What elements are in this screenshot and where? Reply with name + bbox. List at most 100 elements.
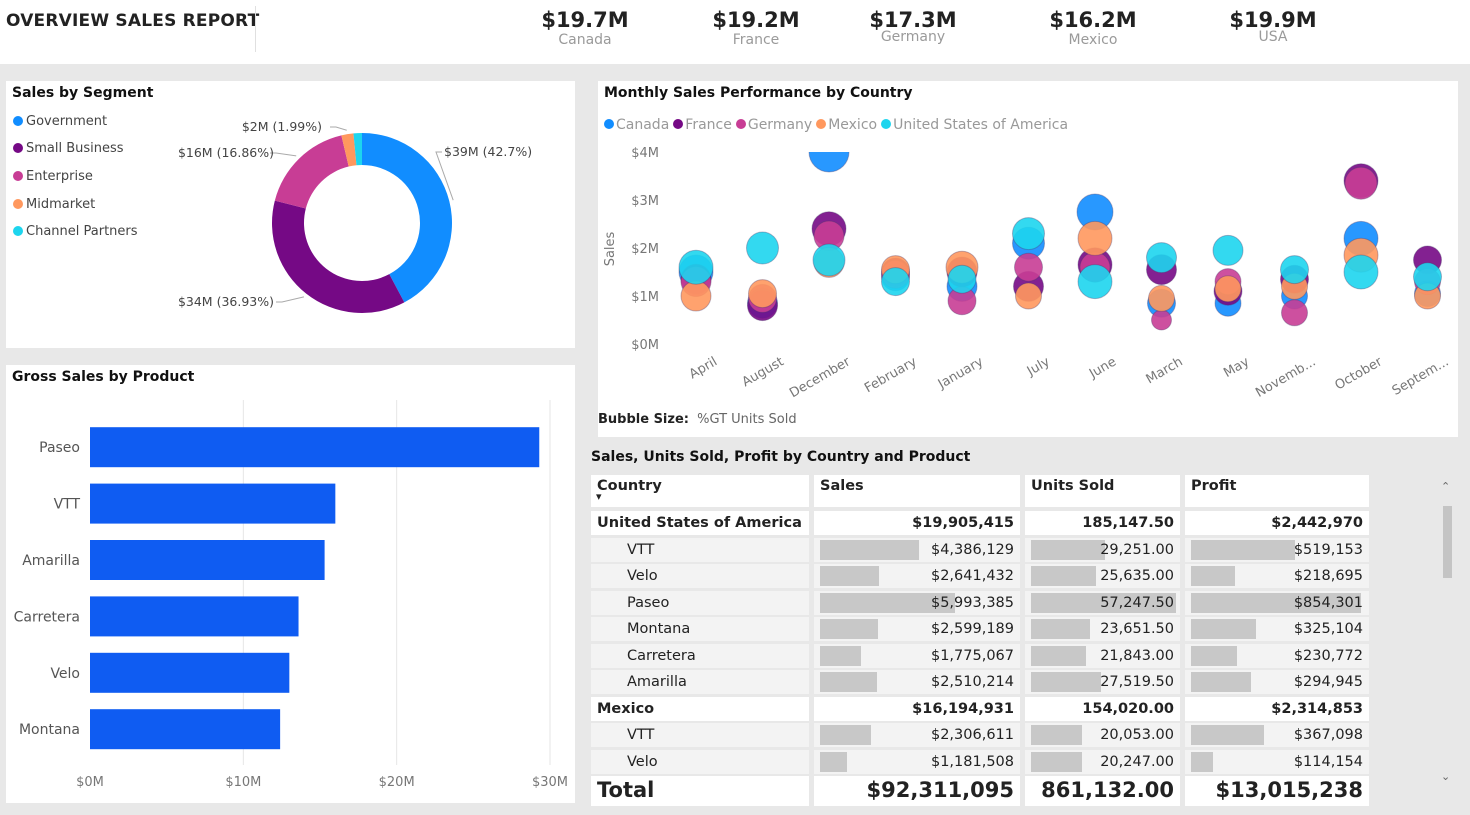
sales-cell: $19,905,415: [814, 511, 1020, 535]
bubble-mexico-april[interactable]: [680, 280, 712, 312]
bubble-united-states-of-america-april[interactable]: [678, 249, 714, 285]
data-bar: [820, 725, 872, 745]
legend-dot: [673, 119, 684, 129]
column-header-units-sold[interactable]: Units Sold: [1025, 475, 1180, 507]
bubble-united-states-of-america-june[interactable]: [1077, 264, 1113, 300]
bubble-mexico-march[interactable]: [1148, 284, 1175, 312]
table-row[interactable]: Amarilla $2,510,214 27,519.50 $294,945: [591, 669, 1369, 696]
bubble-united-states-of-america-july[interactable]: [1012, 217, 1045, 251]
data-bar: [1031, 566, 1097, 586]
month-label: December: [787, 354, 853, 401]
bubble-united-states-of-america-december[interactable]: [812, 243, 846, 277]
table-row[interactable]: Velo $1,181,508 20,247.00 $114,154: [591, 749, 1369, 776]
bubble-united-states-of-america-january[interactable]: [947, 264, 977, 294]
month-label: October: [1332, 354, 1385, 393]
bubble-germany-march[interactable]: [1151, 309, 1172, 331]
table-scrollbar[interactable]: ⌃ ⌄: [1440, 478, 1454, 788]
cell-text: $2,306,611: [930, 727, 1014, 743]
legend-dot: [13, 142, 23, 153]
bubble-canada-december[interactable]: [808, 132, 850, 173]
legend-item-government[interactable]: Government: [13, 114, 107, 129]
kpi-card-france[interactable]: $19.2M France: [686, 8, 826, 48]
kpi-card-germany[interactable]: $17.3M Germany: [843, 8, 983, 45]
cell-text: $519,153: [1293, 541, 1363, 558]
country-cell: VTT: [591, 723, 809, 747]
table-row[interactable]: Montana $2,599,189 23,651.50 $325,104: [591, 616, 1369, 643]
bar-paseo[interactable]: [90, 427, 540, 468]
bubble-mexico-august[interactable]: [748, 279, 777, 309]
cell-text: Velo: [627, 568, 658, 584]
scroll-down-icon[interactable]: ⌄: [1441, 770, 1451, 783]
bubble-united-states-of-america-may[interactable]: [1212, 234, 1244, 266]
scroll-up-icon[interactable]: ⌃: [1441, 480, 1451, 493]
bubble-mexico-july[interactable]: [1015, 282, 1042, 310]
bubble-united-states-of-america-october[interactable]: [1343, 254, 1379, 290]
bubble-united-states-of-america-august[interactable]: [746, 231, 779, 265]
column-header-profit[interactable]: Profit: [1185, 475, 1369, 507]
table-row[interactable]: VTT $4,386,129 29,251.00 $519,153: [591, 537, 1369, 564]
table-row[interactable]: Carretera $1,775,067 21,843.00 $230,772: [591, 643, 1369, 670]
cell-text: $5,993,385: [930, 594, 1014, 611]
bubble-mexico-june[interactable]: [1077, 220, 1113, 256]
column-header-sales[interactable]: Sales: [814, 475, 1020, 507]
sales-matrix-table[interactable]: Country ▾ Sales Units Sold Profit United Stat…: [591, 474, 1369, 807]
bubble-united-states-of-america-novemb[interactable]: [1280, 255, 1309, 285]
bubble-united-states-of-america-march[interactable]: [1146, 242, 1177, 274]
legend-label: United States of America: [893, 117, 1069, 133]
legend-item-france[interactable]: France: [673, 117, 732, 133]
data-bar: [1191, 619, 1256, 639]
bubble-germany-october[interactable]: [1344, 166, 1378, 200]
table-row[interactable]: VTT $2,306,611 20,053.00 $367,098: [591, 722, 1369, 749]
bubble-united-states-of-america-february[interactable]: [881, 267, 910, 297]
bubble-mexico-may[interactable]: [1214, 275, 1242, 303]
data-bar: [1191, 566, 1236, 586]
kpi-card-canada[interactable]: $19.7M Canada: [515, 8, 655, 48]
legend-item-united-states-of-america[interactable]: United States of America: [881, 117, 1068, 133]
bar-chart[interactable]: $0M $10M $20M $30M Paseo VTT Amarilla Carretera…: [6, 365, 575, 803]
bar-montana[interactable]: [90, 709, 281, 750]
x-tick-label: $0M: [76, 775, 104, 790]
donut-slice-small-business[interactable]: [272, 200, 405, 313]
donut-slice-enterprise[interactable]: [274, 135, 349, 209]
bar-carretera[interactable]: [90, 596, 299, 637]
legend-item-canada[interactable]: Canada: [604, 117, 669, 133]
donut-slice-channel-partners[interactable]: [353, 133, 362, 166]
sort-desc-icon[interactable]: ▾: [596, 490, 602, 503]
legend-item-channel-partners[interactable]: Channel Partners: [13, 224, 138, 239]
donut-leader-line: [276, 296, 305, 303]
table-group-row[interactable]: United States of America $19,905,415 185,1…: [591, 510, 1369, 537]
kpi-label: Germany: [880, 29, 946, 45]
legend-item-enterprise[interactable]: Enterprise: [13, 169, 93, 184]
column-header-country[interactable]: Country ▾: [591, 475, 809, 507]
kpi-card-usa[interactable]: $19.9M USA: [1203, 8, 1343, 45]
bubble-united-states-of-america-septem[interactable]: [1413, 262, 1442, 292]
bar-vtt[interactable]: [90, 483, 336, 524]
table-row[interactable]: Velo $2,641,432 25,635.00 $218,695: [591, 563, 1369, 590]
legend-item-small-business[interactable]: Small Business: [13, 141, 124, 156]
sales-by-segment-panel[interactable]: Sales by Segment Government Small Busine…: [6, 81, 575, 348]
cell-text: $2,599,189: [930, 621, 1014, 637]
data-bar: [820, 751, 847, 772]
cell-text: 21,843.00: [1100, 647, 1174, 664]
bubble-germany-july[interactable]: [1014, 252, 1043, 282]
table-row[interactable]: Paseo $5,993,385 57,247.50 $854,301: [591, 590, 1369, 617]
legend-item-germany[interactable]: Germany: [735, 117, 812, 133]
donut-chart[interactable]: $39M (42.7%) $34M (36.93%) $16M (16.86%) $2…: [6, 81, 575, 348]
panel-title: Sales by Segment: [12, 85, 154, 101]
legend-label: France: [685, 117, 732, 133]
donut-slice-government[interactable]: [362, 133, 453, 303]
legend-item-midmarket[interactable]: Midmarket: [13, 197, 95, 212]
bar-amarilla[interactable]: [90, 540, 325, 580]
bar-velo[interactable]: [90, 652, 290, 693]
bubble-germany-novemb[interactable]: [1281, 299, 1308, 327]
scroll-thumb[interactable]: [1443, 506, 1452, 578]
kpi-card-mexico[interactable]: $16.2M Mexico: [1023, 8, 1163, 48]
table-group-row[interactable]: Mexico $16,194,931 154,020.00 $2,314,853: [591, 696, 1369, 723]
legend-item-mexico[interactable]: Mexico: [816, 117, 877, 133]
sales-cell: $2,641,432: [814, 564, 1020, 588]
monthly-sales-panel[interactable]: Monthly Sales Performance by Country Can…: [598, 81, 1458, 437]
gross-sales-by-product-panel[interactable]: Gross Sales by Product $0M $10M $20M $30M Pa…: [6, 365, 575, 803]
profit-cell: $367,098: [1185, 723, 1369, 747]
donut-slice-midmarket[interactable]: [341, 133, 357, 167]
